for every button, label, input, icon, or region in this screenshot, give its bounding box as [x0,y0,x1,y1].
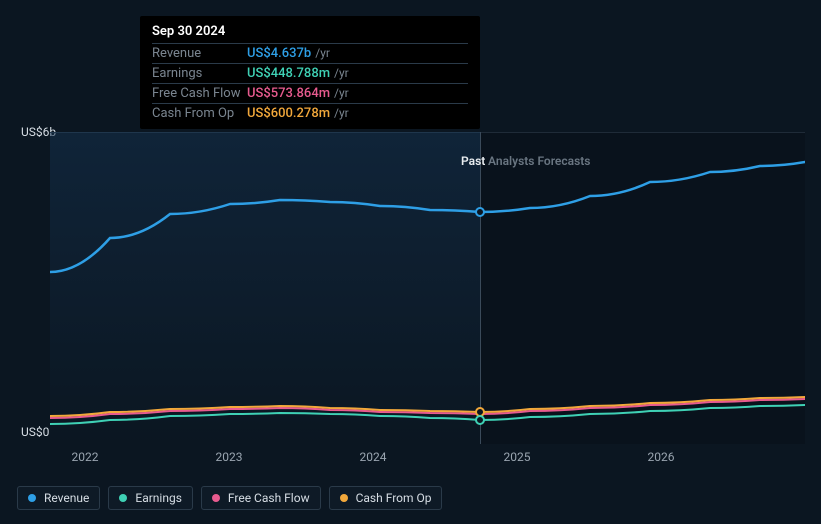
series-line-revenue [50,162,805,272]
tooltip-row: EarningsUS$448.788m/yr [152,63,468,83]
tooltip-row-value: US$573.864m [247,86,330,101]
tooltip-row-suffix: /yr [334,106,349,121]
tooltip-row-value: US$4.637b [247,46,311,61]
plot-area[interactable]: Past Analysts Forecasts [50,132,805,444]
tooltip-row-suffix: /yr [334,66,349,81]
tooltip-row: Cash From OpUS$600.278m/yr [152,103,468,123]
tooltip-row: RevenueUS$4.637b/yr [152,43,468,63]
tooltip-row-label: Earnings [152,66,247,81]
tooltip-row-value: US$600.278m [247,106,330,121]
tooltip-date: Sep 30 2024 [152,24,468,43]
tooltip-row-value: US$448.788m [247,66,330,81]
legend-label: Revenue [44,491,89,505]
legend-swatch [340,494,348,502]
legend-swatch [28,494,36,502]
legend-item-earnings[interactable]: Earnings [108,486,193,510]
tooltip-row-label: Cash From Op [152,106,247,121]
legend-swatch [119,494,127,502]
tooltip-row-suffix: /yr [315,46,330,61]
y-axis-min-label: US$0 [21,425,49,439]
hover-marker-revenue [475,207,485,217]
tooltip-row-suffix: /yr [334,86,349,101]
x-axis: 2022 2023 2024 2025 2026 [50,450,805,470]
x-tick: 2022 [72,450,99,464]
tooltip-row-label: Revenue [152,46,247,61]
x-tick: 2023 [216,450,243,464]
legend-item-fcf[interactable]: Free Cash Flow [201,486,321,510]
tooltip-row: Free Cash FlowUS$573.864m/yr [152,83,468,103]
tooltip-row-label: Free Cash Flow [152,86,247,101]
x-tick: 2026 [648,450,675,464]
legend-item-revenue[interactable]: Revenue [17,486,100,510]
chart-tooltip: Sep 30 2024 RevenueUS$4.637b/yrEarningsU… [140,16,480,129]
legend-swatch [212,494,220,502]
hover-marker-earnings [475,415,485,425]
legend-label: Earnings [135,491,182,505]
series-line-earnings [50,405,805,424]
x-tick: 2024 [360,450,387,464]
legend-label: Free Cash Flow [228,491,310,505]
legend-item-cfo[interactable]: Cash From Op [329,486,443,510]
x-tick: 2025 [504,450,531,464]
chart-lines [50,132,805,444]
chart-legend: Revenue Earnings Free Cash Flow Cash From O… [17,486,442,510]
legend-label: Cash From Op [356,491,432,505]
